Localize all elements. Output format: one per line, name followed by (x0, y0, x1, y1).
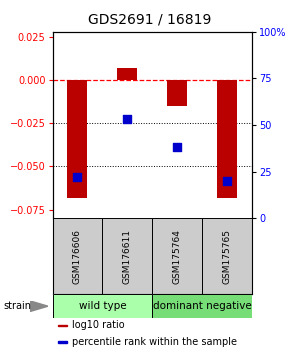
Text: log10 ratio: log10 ratio (73, 320, 125, 331)
Text: strain: strain (3, 301, 31, 311)
Bar (152, 218, 202, 294)
Bar (152, 294, 252, 319)
Point (175, 144, 180, 150)
Bar (58, 341, 68, 343)
Polygon shape (30, 301, 48, 312)
Text: wild type: wild type (79, 301, 126, 311)
Bar (58, 325, 68, 326)
Bar (202, 218, 252, 294)
Text: percentile rank within the sample: percentile rank within the sample (73, 337, 238, 347)
Bar (117, 68, 137, 80)
Text: GSM176611: GSM176611 (123, 229, 132, 284)
Point (75, 175, 80, 180)
Bar (167, 80, 187, 106)
Bar (52, 218, 102, 294)
Bar (52, 294, 152, 319)
Point (125, 116, 130, 122)
Text: GSM175764: GSM175764 (173, 229, 182, 284)
Bar (102, 218, 152, 294)
Text: GDS2691 / 16819: GDS2691 / 16819 (88, 12, 212, 27)
Bar (68, 80, 87, 198)
Bar (217, 80, 237, 198)
Text: GSM175765: GSM175765 (223, 229, 232, 284)
Point (225, 178, 230, 184)
Text: dominant negative: dominant negative (153, 301, 251, 311)
Text: GSM176606: GSM176606 (73, 229, 82, 284)
